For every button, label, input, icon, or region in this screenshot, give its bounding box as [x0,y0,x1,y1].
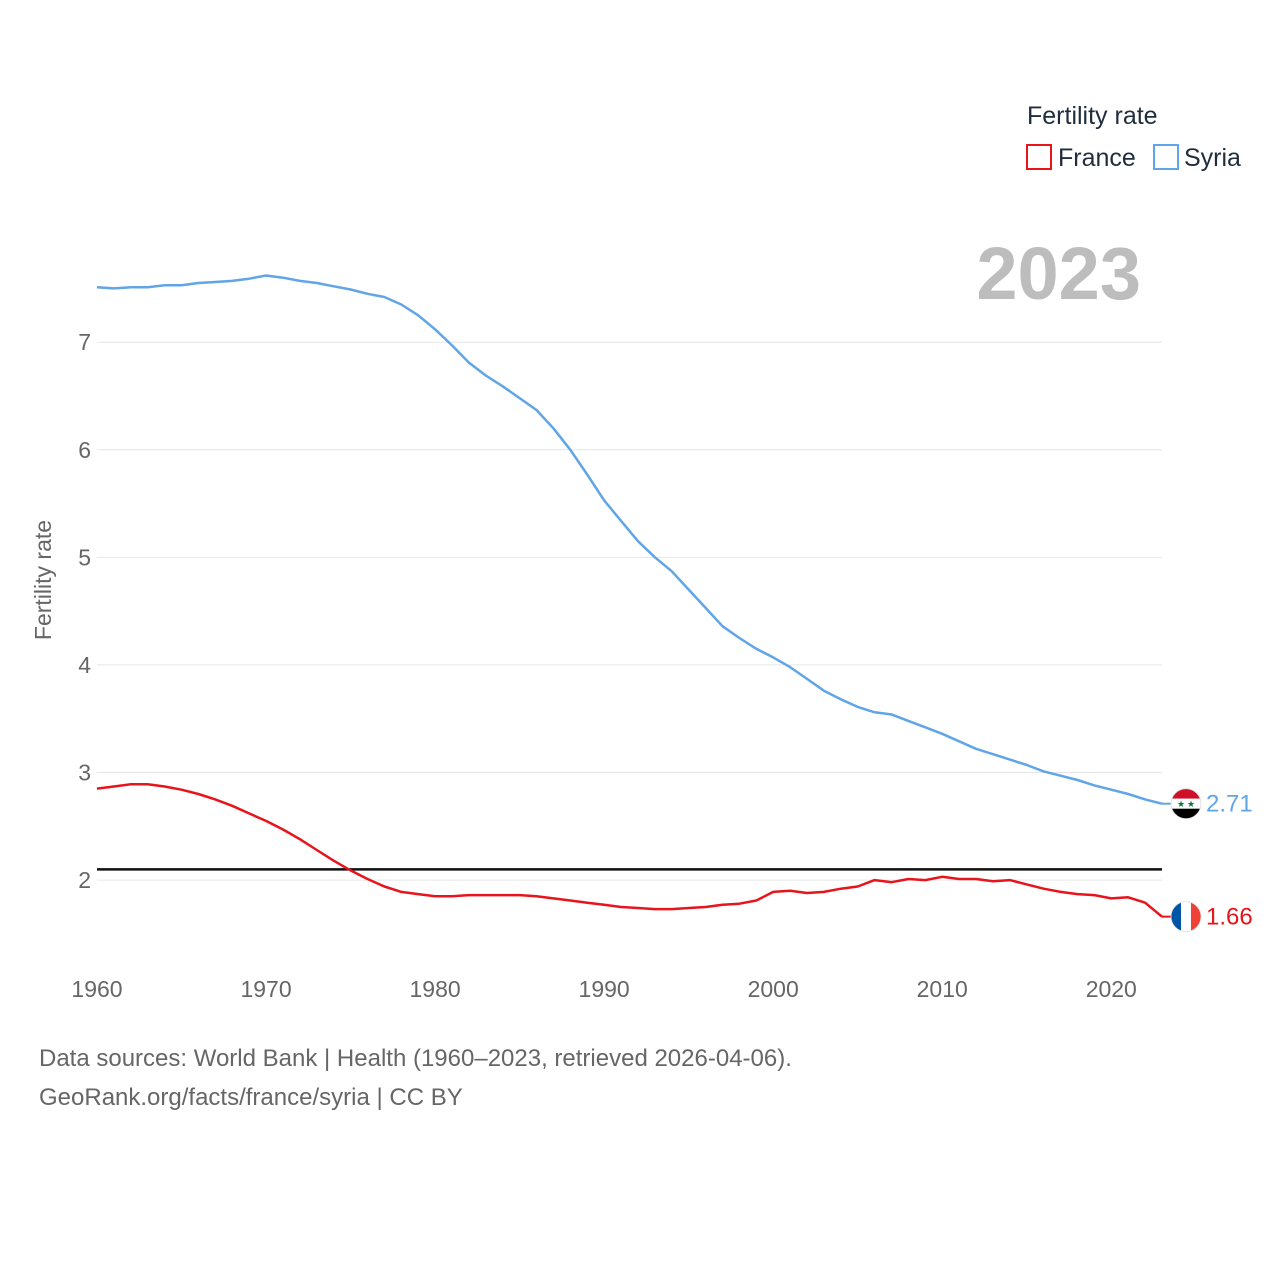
svg-text:★: ★ [1187,800,1195,810]
attribution-link[interactable]: GeoRank.org/facts/france/syria | CC BY [39,1084,463,1111]
fertility-rate-chart: 2 3 4 5 6 7 1960 1970 1980 1990 2000 2010 2020 Fert… [30,102,1253,1002]
x-tick-1960: 1960 [71,976,122,1002]
y-tick-2: 2 [78,867,91,893]
highlight-year: 2023 [976,232,1141,315]
legend: Fertility rate France Syria [1026,102,1241,172]
legend-item-syria[interactable]: Syria [1153,144,1241,172]
y-tick-6: 6 [78,437,91,463]
y-axis-label: Fertility rate [30,520,56,640]
y-tick-5: 5 [78,544,91,570]
end-value-syria: 2.71 [1206,791,1253,818]
y-tick-7: 7 [78,329,91,355]
x-tick-1990: 1990 [579,976,630,1002]
france-flag-icon [1170,901,1202,933]
svg-text:★: ★ [1177,800,1185,810]
y-tick-labels: 2 3 4 5 6 7 [78,329,91,893]
y-gridlines [97,341,1162,881]
x-tick-1970: 1970 [240,976,291,1002]
legend-label-france: France [1058,144,1136,172]
series-line-france[interactable] [96,783,1163,918]
syria-flag-icon: ★ ★ [1170,788,1202,820]
legend-swatch-france [1026,144,1052,170]
x-tick-2020: 2020 [1086,976,1137,1002]
end-value-france: 1.66 [1206,904,1253,931]
legend-label-syria: Syria [1184,144,1241,172]
x-tick-2010: 2010 [917,976,968,1002]
x-tick-labels: 1960 1970 1980 1990 2000 2010 2020 [71,976,1136,1002]
y-tick-4: 4 [78,652,91,678]
legend-swatch-syria [1153,144,1179,170]
series-line-syria[interactable] [96,274,1163,805]
y-tick-3: 3 [78,760,91,786]
x-tick-1980: 1980 [410,976,461,1002]
data-source-note: Data sources: World Bank | Health (1960–… [39,1045,792,1072]
series-lines [96,274,1163,918]
legend-item-france[interactable]: France [1026,144,1136,172]
legend-title: Fertility rate [1027,102,1158,130]
series-end-markers: 1.66★ ★ 2.71 [1162,788,1253,933]
x-tick-2000: 2000 [748,976,799,1002]
